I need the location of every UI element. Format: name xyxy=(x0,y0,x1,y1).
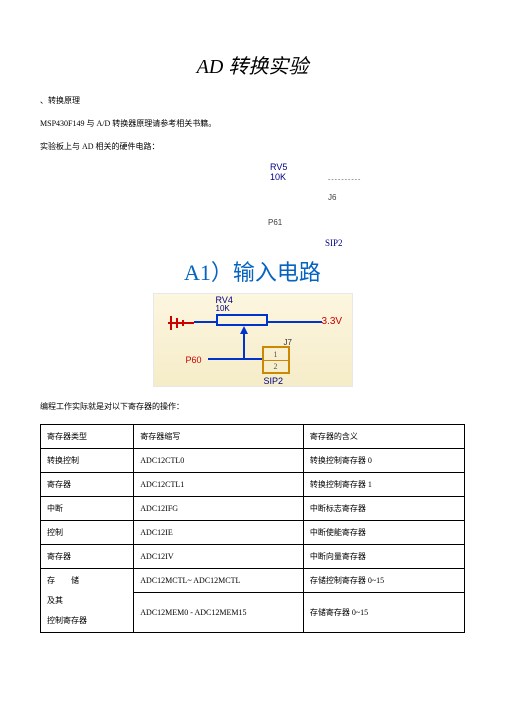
label-rv5: RV5 10K xyxy=(270,163,287,183)
th-meaning: 寄存器的含义 xyxy=(303,425,464,449)
label-sip2: SIP2 xyxy=(264,376,284,386)
subtitle: A1）输入电路 xyxy=(40,255,465,287)
dashes: ---------- xyxy=(328,175,361,183)
cell: ADC12IE xyxy=(134,521,304,545)
cell: 中断 xyxy=(41,497,134,521)
rv5-text: RV5 xyxy=(270,162,287,172)
connector-j7: 1 2 xyxy=(262,346,290,374)
th-abbr: 寄存器缩写 xyxy=(134,425,304,449)
cell: 转换控制 xyxy=(41,449,134,473)
cell: 转换控制寄存器 1 xyxy=(303,473,464,497)
table-row: 寄存器类型 寄存器缩写 寄存器的含义 xyxy=(41,425,465,449)
table-row: 存 储 及其 控制寄存器 ADC12MCTL~ ADC12MCTL 存储控制寄存… xyxy=(41,569,465,593)
top-diagram: RV5 10K ---------- J6 P61 SIP2 xyxy=(40,163,465,253)
register-table: 寄存器类型 寄存器缩写 寄存器的含义 转换控制 ADC12CTL0 转换控制寄存… xyxy=(40,424,465,633)
cell: 存 储 及其 控制寄存器 xyxy=(41,569,134,633)
cell: 转换控制寄存器 0 xyxy=(303,449,464,473)
wire xyxy=(243,334,245,359)
cell: 中断标志寄存器 xyxy=(303,497,464,521)
cell: 控制 xyxy=(41,521,134,545)
table-row: 控制 ADC12IE 中断使能寄存器 xyxy=(41,521,465,545)
section-label: 、转换原理 xyxy=(40,95,465,108)
label-3v3: 3.3V xyxy=(322,316,343,327)
table-row: 寄存器 ADC12IV 中断向量寄存器 xyxy=(41,545,465,569)
ground-symbol xyxy=(168,316,194,330)
wire xyxy=(194,321,216,323)
cell: 存储寄存器 0~15 xyxy=(303,593,464,633)
pin-2: 2 xyxy=(274,362,278,371)
cell: ADC12IFG xyxy=(134,497,304,521)
cell: ADC12MCTL~ ADC12MCTL xyxy=(134,569,304,593)
text-line-2: 实验板上与 AD 相关的硬件电路： xyxy=(40,141,465,154)
cell: ADC12MEM0 - ADC12MEM15 xyxy=(134,593,304,633)
label-p61: P61 xyxy=(268,218,282,227)
table-row: 转换控制 ADC12CTL0 转换控制寄存器 0 xyxy=(41,449,465,473)
label-rv4-val: 10K xyxy=(216,305,230,313)
cell: 寄存器 xyxy=(41,545,134,569)
cell: 存储控制寄存器 0~15 xyxy=(303,569,464,593)
text-line-1: MSP430F149 与 A/D 转换器原理请参考相关书籍。 xyxy=(40,118,465,131)
label-j6: J6 xyxy=(328,193,336,202)
page-title: AD 转换实验 xyxy=(40,50,465,79)
potentiometer xyxy=(216,314,268,326)
wire xyxy=(208,358,262,360)
cell: 中断使能寄存器 xyxy=(303,521,464,545)
table-intro: 编程工作实际就是对以下寄存器的操作： xyxy=(40,401,465,414)
pin-1: 1 xyxy=(274,350,278,359)
table-row: 中断 ADC12IFG 中断标志寄存器 xyxy=(41,497,465,521)
label-p60: P60 xyxy=(186,355,202,365)
circuit-diagram: RV4 10K 3.3V J7 P60 1 2 SIP2 xyxy=(153,293,353,387)
cell: ADC12CTL0 xyxy=(134,449,304,473)
cell: ADC12IV xyxy=(134,545,304,569)
cell: 寄存器 xyxy=(41,473,134,497)
rv5-val: 10K xyxy=(270,172,286,182)
cell-line: 控制寄存器 xyxy=(47,615,127,626)
cell-line: 及其 xyxy=(47,595,127,606)
cell: ADC12CTL1 xyxy=(134,473,304,497)
label-sip2-top: SIP2 xyxy=(325,238,343,248)
pot-wiper-arrow xyxy=(240,326,248,334)
table-row: 寄存器 ADC12CTL1 转换控制寄存器 1 xyxy=(41,473,465,497)
th-type: 寄存器类型 xyxy=(41,425,134,449)
cell: 中断向量寄存器 xyxy=(303,545,464,569)
wire xyxy=(268,321,322,323)
cell-line: 存 储 xyxy=(47,575,127,586)
